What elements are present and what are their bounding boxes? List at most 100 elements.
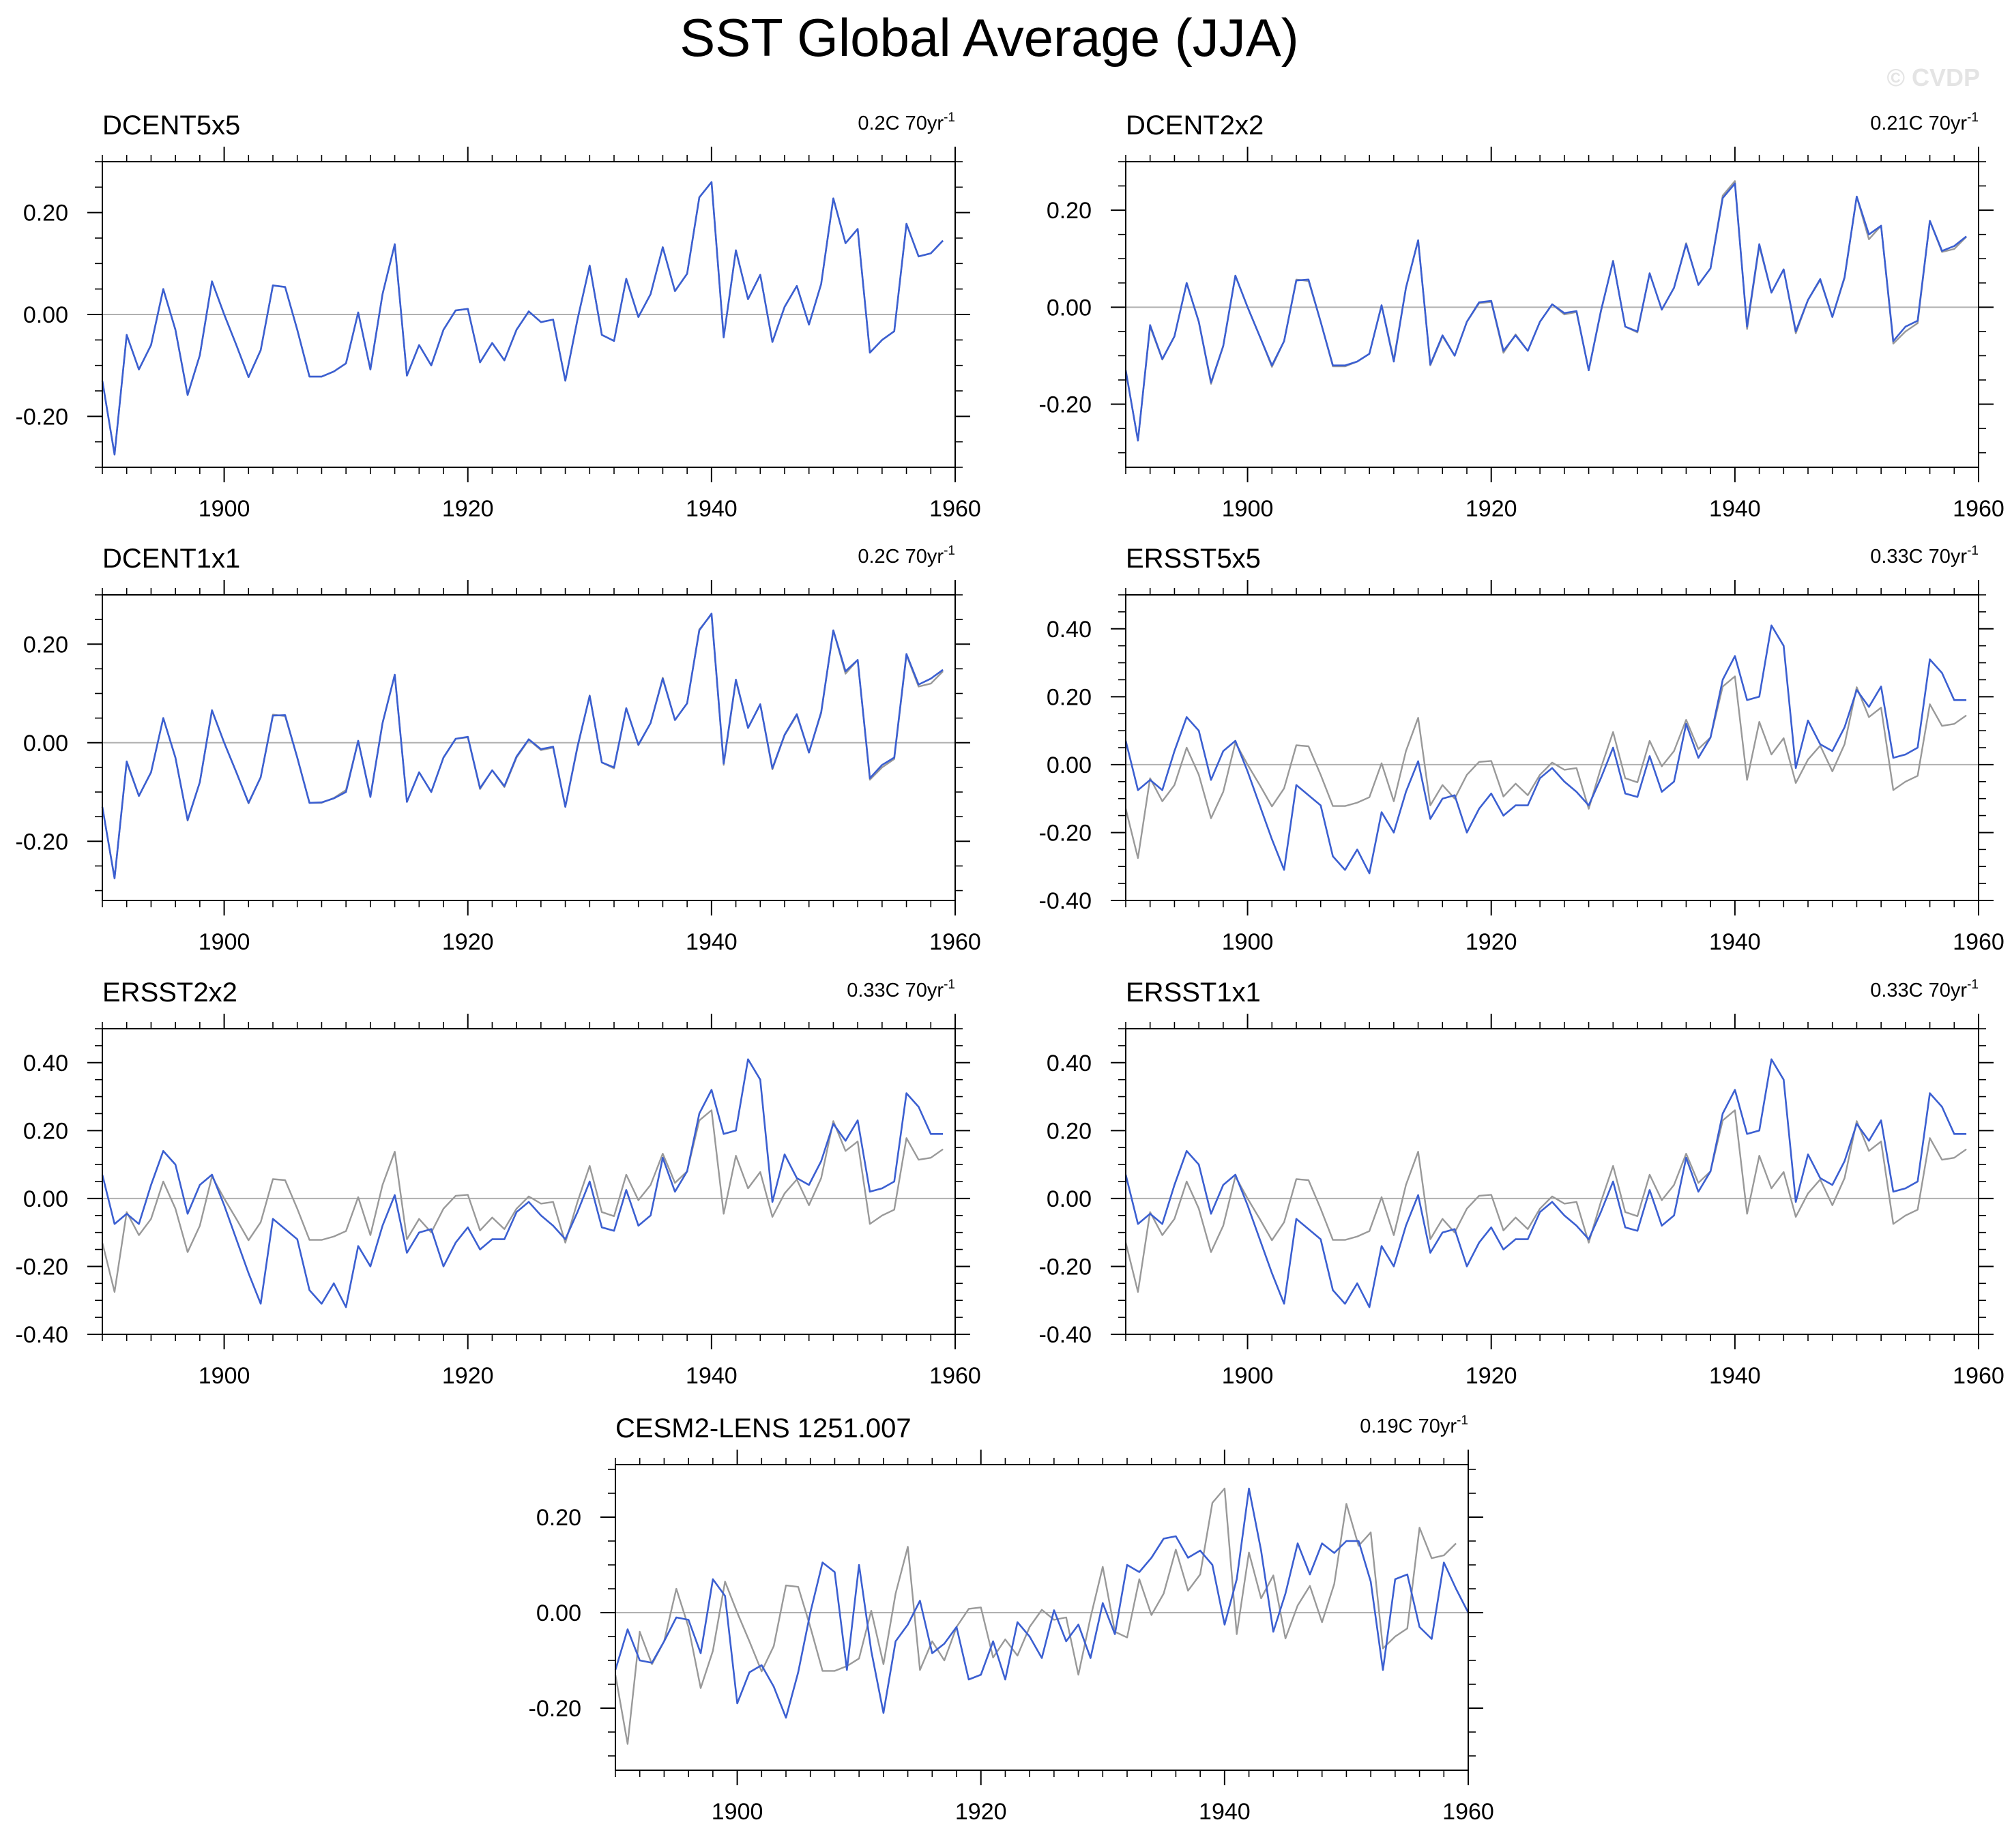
y-tick-label: -0.20	[16, 829, 69, 855]
trend-exponent: -1	[1967, 978, 1979, 992]
x-tick-label: 1900	[1222, 1363, 1274, 1389]
chart-panel-dcent1x1: 1900 1920 1940 1960 -0.20 0.00 0.20 DCENT1x1 0.2…	[16, 544, 981, 955]
x-tick-label: 1920	[442, 929, 494, 955]
x-tick-label: 1900	[199, 496, 250, 522]
y-tick-label: -0.20	[1039, 820, 1092, 846]
y-tick-label: -0.40	[16, 1322, 69, 1348]
x-tick-label: 1920	[1466, 496, 1517, 522]
model-series-line	[1124, 624, 1967, 875]
x-tick-label: 1920	[442, 496, 494, 522]
trend-label: 0.21C 70yr-1	[1870, 111, 1979, 134]
panel-title: CESM2-LENS 1251.007	[615, 1413, 912, 1443]
x-tick-label: 1900	[199, 1363, 250, 1389]
trend-value: 0.2C 70yr	[858, 113, 944, 134]
model-series-line	[101, 613, 944, 879]
trend-label: 0.2C 70yr-1	[858, 111, 955, 134]
y-tick-label: 0.20	[1047, 198, 1092, 224]
x-tick-label: 1940	[1199, 1799, 1251, 1825]
panel-title: ERSST1x1	[1126, 978, 1261, 1008]
panel-title: ERSST5x5	[1126, 544, 1261, 574]
x-tick-label: 1940	[1709, 929, 1761, 955]
trend-label: 0.2C 70yr-1	[858, 544, 955, 568]
y-tick-label: -0.20	[16, 1254, 69, 1280]
y-tick-label: 0.20	[1047, 1118, 1092, 1144]
chart-panel-cesm2-lens-1251-007: 1900 1920 1940 1960 -0.20 0.00 0.20 CESM2-LENS …	[529, 1413, 1494, 1825]
y-tick-label: 0.20	[536, 1505, 581, 1531]
trend-exponent: -1	[1967, 111, 1979, 125]
trend-value: 0.19C 70yr	[1360, 1416, 1457, 1437]
x-tick-label: 1960	[1442, 1799, 1494, 1825]
x-tick-label: 1900	[199, 929, 250, 955]
plot-frame	[615, 1464, 1469, 1771]
x-tick-label: 1960	[929, 496, 981, 522]
observed-series-line	[614, 1487, 1457, 1745]
y-tick-label: -0.20	[1039, 1254, 1092, 1280]
y-tick-label: 0.00	[1047, 752, 1092, 778]
model-series-line	[614, 1487, 1470, 1719]
y-tick-label: -0.20	[1039, 392, 1092, 418]
y-tick-label: -0.40	[1039, 1322, 1092, 1348]
chart-panel-ersst2x2: 1900 1920 1940 1960 -0.40 -0.20 0.00 0.20 0.40 ER…	[16, 978, 981, 1389]
trend-exponent: -1	[1967, 544, 1979, 558]
chart-panel-ersst1x1: 1900 1920 1940 1960 -0.40 -0.20 0.00 0.20 0.40 ER…	[1039, 978, 2004, 1389]
trend-exponent: -1	[944, 978, 955, 992]
y-tick-label: 0.40	[1047, 617, 1092, 643]
y-tick-label: 0.00	[1047, 1186, 1092, 1212]
model-series-line	[1124, 1058, 1967, 1308]
y-tick-label: 0.00	[536, 1600, 581, 1626]
panel-title: DCENT2x2	[1126, 111, 1264, 141]
y-tick-label: 0.00	[1047, 295, 1092, 321]
x-tick-label: 1900	[1222, 929, 1274, 955]
observed-series-line	[1124, 180, 1967, 442]
x-tick-label: 1940	[1709, 1363, 1761, 1389]
chart-panel-ersst5x5: 1900 1920 1940 1960 -0.40 -0.20 0.00 0.20 0.40 ER…	[1039, 544, 2004, 955]
plot-frame	[102, 594, 956, 901]
plot-frame	[1125, 594, 1979, 901]
trend-exponent: -1	[944, 544, 955, 558]
trend-value: 0.33C 70yr	[1870, 980, 1967, 1001]
trend-value: 0.21C 70yr	[1870, 113, 1967, 134]
x-tick-label: 1920	[442, 1363, 494, 1389]
y-tick-label: 0.00	[23, 1186, 68, 1212]
x-tick-label: 1940	[686, 929, 738, 955]
trend-label: 0.19C 70yr-1	[1360, 1413, 1468, 1437]
x-tick-label: 1920	[955, 1799, 1007, 1825]
figure-title: SST Global Average (JJA)	[680, 8, 1299, 68]
observed-series-line	[1124, 1109, 1967, 1293]
x-tick-label: 1940	[686, 496, 738, 522]
x-tick-label: 1920	[1466, 1363, 1517, 1389]
trend-label: 0.33C 70yr-1	[1870, 544, 1979, 568]
x-tick-label: 1960	[1953, 496, 2004, 522]
plot-frame	[102, 1028, 956, 1335]
panel-title: ERSST2x2	[102, 978, 237, 1008]
x-tick-label: 1940	[1709, 496, 1761, 522]
x-tick-label: 1960	[929, 929, 981, 955]
model-series-line	[101, 1058, 944, 1308]
trend-label: 0.33C 70yr-1	[847, 978, 955, 1001]
y-tick-label: 0.40	[1047, 1051, 1092, 1076]
model-series-line	[1124, 182, 1967, 442]
y-tick-label: 0.40	[23, 1051, 68, 1076]
trend-value: 0.33C 70yr	[847, 980, 944, 1001]
x-tick-label: 1960	[1953, 929, 2004, 955]
trend-exponent: -1	[1457, 1413, 1468, 1428]
y-tick-label: 0.00	[23, 302, 68, 328]
panel-title: DCENT1x1	[102, 544, 240, 574]
chart-panels: 1900 1920 1940 1960 -0.20 0.00 0.20 DCENT5x5 0.2…	[16, 111, 2004, 1825]
trend-label: 0.33C 70yr-1	[1870, 978, 1979, 1001]
panel-title: DCENT5x5	[102, 111, 240, 141]
observed-series-line	[101, 181, 944, 456]
y-tick-label: 0.20	[1047, 684, 1092, 710]
watermark: © CVDP	[1886, 63, 1980, 91]
y-tick-label: 0.20	[23, 201, 68, 226]
x-tick-label: 1900	[1222, 496, 1274, 522]
trend-value: 0.2C 70yr	[858, 546, 944, 568]
x-tick-label: 1920	[1466, 929, 1517, 955]
plot-frame	[1125, 161, 1979, 468]
x-tick-label: 1960	[929, 1363, 981, 1389]
x-tick-label: 1940	[686, 1363, 738, 1389]
y-tick-label: -0.20	[16, 404, 69, 430]
x-tick-label: 1960	[1953, 1363, 2004, 1389]
model-series-line	[101, 181, 944, 456]
